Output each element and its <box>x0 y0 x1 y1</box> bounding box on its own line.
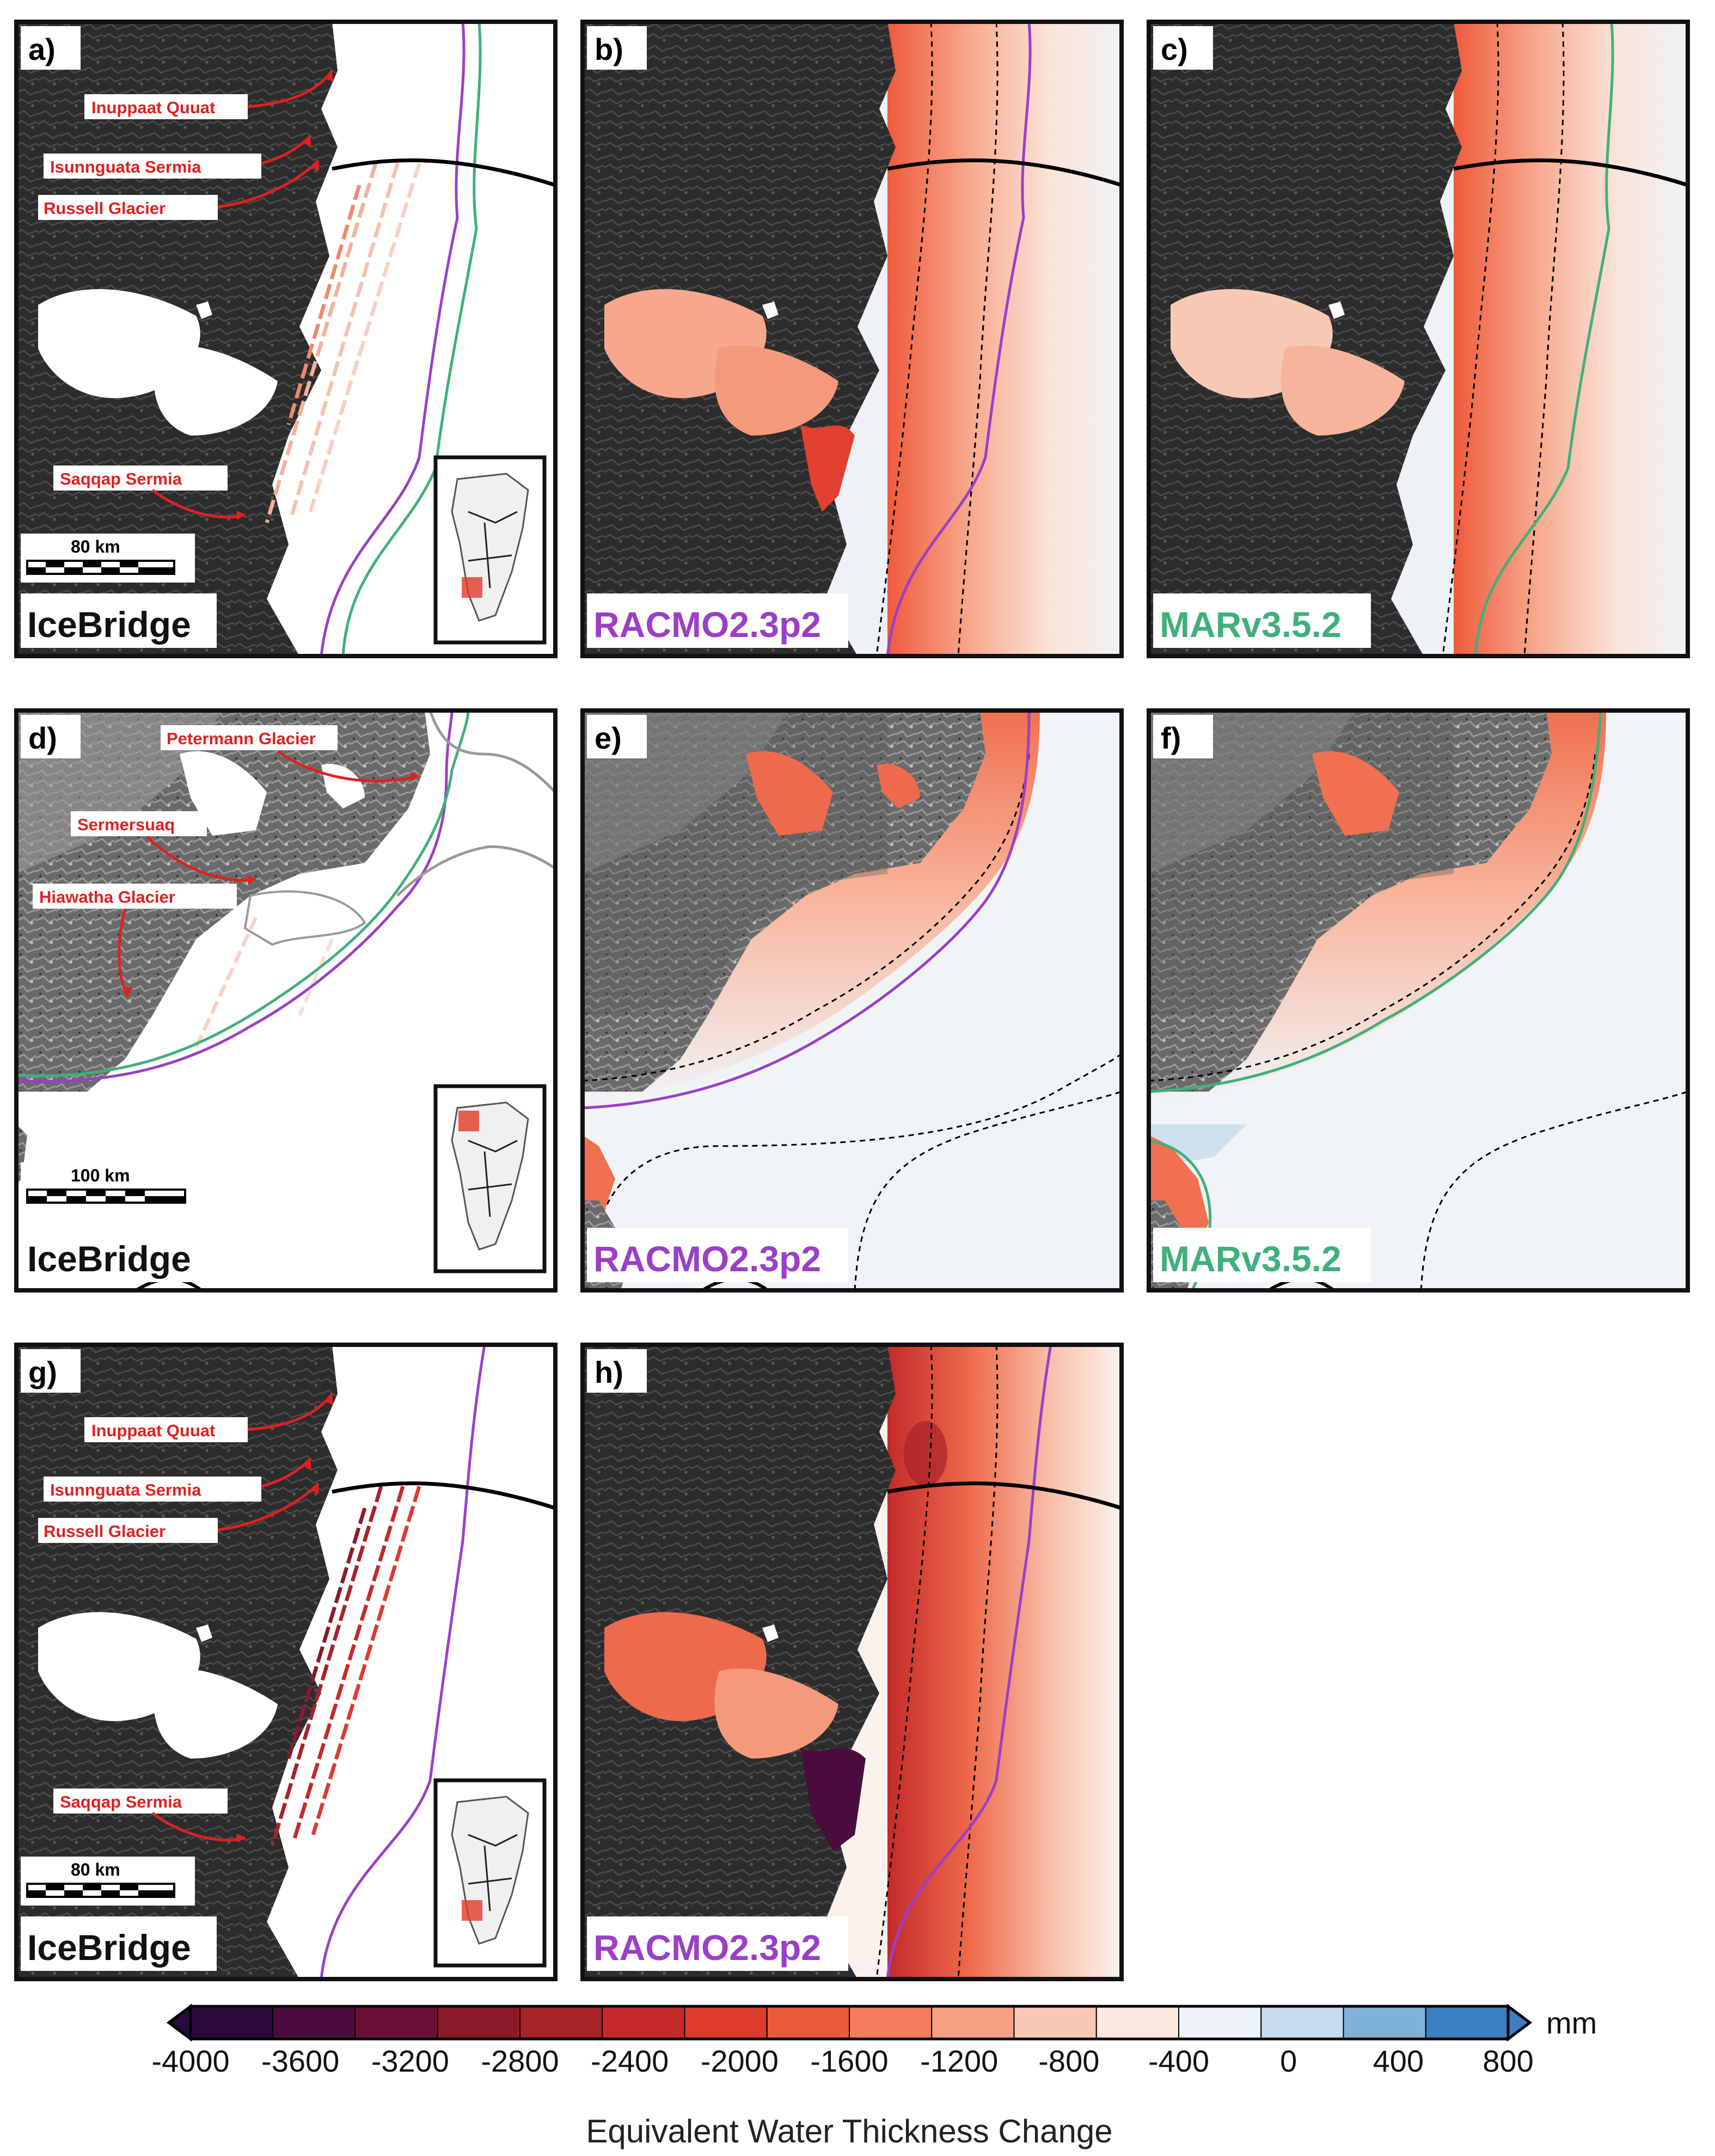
flight-lines-a <box>265 162 421 524</box>
panel-c: c) MARv3.5.2 <box>1147 20 1690 658</box>
svg-text:100 km: 100 km <box>71 1166 130 1185</box>
svg-text:Saqqap Sermia: Saqqap Sermia <box>60 1792 182 1811</box>
colorbar-cell <box>602 2006 685 2039</box>
colorbar-cell <box>190 2006 274 2039</box>
colorbar-tick-label: -800 <box>1038 2044 1099 2078</box>
panel-label-g: g) <box>28 1355 57 1389</box>
label-sermersuaq: Sermersuaq <box>77 815 175 834</box>
panel-label-d: d) <box>28 721 57 755</box>
label-petermann-glacier: Petermann Glacier <box>167 729 316 748</box>
colorbar-min-extend <box>166 2004 192 2042</box>
scale-bar-d: 100 km <box>21 1162 206 1211</box>
panel-h: h) RACMO2.3p2 <box>580 1343 1124 1981</box>
colorbar-cell <box>1343 2006 1426 2039</box>
scale-bar-a: 80 km <box>21 534 195 583</box>
svg-text:Isunnguata Sermia: Isunnguata Sermia <box>50 1480 201 1499</box>
panel-g: g) Inuppaat Quuat Isunnguata Sermia Russ… <box>14 1343 558 1981</box>
source-label-a: IceBridge <box>27 604 191 645</box>
colorbar-tick-label: 800 <box>1483 2044 1533 2078</box>
colorbar-cell <box>272 2006 356 2039</box>
colorbar-tick-label: 400 <box>1373 2044 1424 2078</box>
colorbar-cell <box>684 2006 768 2039</box>
label-hiawatha-glacier: Hiawatha Glacier <box>39 887 175 906</box>
colorbar-ticks: -4000 -3600 -3200 -2800 -2400 -2000 -1600 -1200… <box>151 2044 1533 2078</box>
colorbar: -4000 -3600 -3200 -2800 -2400 -2000 -1600 -1200… <box>151 2004 1597 2149</box>
svg-text:Inuppaat Quuat: Inuppaat Quuat <box>91 1421 215 1440</box>
colorbar-tick-label: -3600 <box>261 2044 339 2078</box>
label-isunnguata-sermia: Isunnguata Sermia <box>50 157 201 176</box>
svg-text:80 km: 80 km <box>71 537 120 556</box>
annotations-d: Petermann Glacier Sermersuaq Hiawatha Gl… <box>33 725 420 997</box>
annotations-a: Inuppaat Quuat Isunnguata Sermia Russell… <box>38 70 333 520</box>
source-label-h: RACMO2.3p2 <box>593 1927 821 1968</box>
panel-label-h: h) <box>595 1355 623 1389</box>
colorbar-tick-label: -400 <box>1148 2044 1209 2078</box>
source-label-c: MARv3.5.2 <box>1160 604 1342 645</box>
panel-f: f) MARv3.5.2 <box>1147 708 1690 1293</box>
colorbar-tick-label: -1200 <box>920 2044 998 2078</box>
colorbar-cells <box>189 2005 1510 2041</box>
colorbar-unit: mm <box>1546 2006 1597 2040</box>
svg-text:Russell Glacier: Russell Glacier <box>44 1522 166 1541</box>
panel-b: b) RACMO2.3p2 <box>580 20 1124 658</box>
colorbar-tick-label: -1600 <box>810 2044 888 2078</box>
flight-lines-g <box>270 1485 421 1847</box>
scale-bar-g: 80 km <box>21 1857 195 1906</box>
label-russell-glacier: Russell Glacier <box>44 199 166 218</box>
colorbar-cell <box>1178 2006 1262 2039</box>
colorbar-cell <box>766 2006 850 2039</box>
inset-map-a <box>433 455 547 645</box>
label-saqqap-sermia: Saqqap Sermia <box>60 469 182 488</box>
source-label-f: MARv3.5.2 <box>1160 1239 1342 1279</box>
source-label-e: RACMO2.3p2 <box>593 1239 821 1279</box>
inset-map-d <box>433 1084 547 1273</box>
colorbar-tick-label: -2400 <box>591 2044 669 2078</box>
colorbar-cell <box>1425 2006 1509 2039</box>
colorbar-tick-label: -2000 <box>701 2044 779 2078</box>
source-label-d: IceBridge <box>27 1239 191 1279</box>
colorbar-cell <box>519 2006 603 2039</box>
source-label-g: IceBridge <box>27 1927 191 1968</box>
panel-label-b: b) <box>595 32 623 66</box>
annotations-g: Inuppaat Quuat Isunnguata Sermia Russell… <box>38 1393 333 1843</box>
colorbar-cell <box>1095 2006 1179 2039</box>
flight-lines-d <box>194 916 334 1049</box>
colorbar-cell <box>931 2006 1015 2039</box>
colorbar-cell <box>354 2006 438 2039</box>
colorbar-cell <box>849 2006 933 2039</box>
source-label-b: RACMO2.3p2 <box>593 604 821 645</box>
colorbar-tick-label: -4000 <box>151 2044 229 2078</box>
label-inuppaat-quuat: Inuppaat Quuat <box>91 98 215 117</box>
panel-d: d) Petermann Glacier Sermersuaq Hiawatha… <box>14 708 558 1293</box>
colorbar-cell <box>1013 2006 1097 2039</box>
panel-a: a) Inuppaat Quuat Isunnguata Sermia Russ… <box>14 20 558 658</box>
colorbar-tick-label: -2800 <box>481 2044 559 2078</box>
svg-text:80 km: 80 km <box>71 1860 120 1879</box>
inset-map-g <box>433 1778 547 1968</box>
colorbar-max-extend <box>1506 2004 1533 2042</box>
colorbar-title: Equivalent Water Thickness Change <box>586 2113 1112 2149</box>
colorbar-tick-label: -3200 <box>371 2044 449 2078</box>
panel-label-a: a) <box>28 32 56 66</box>
colorbar-cell <box>1260 2006 1344 2039</box>
colorbar-tick-label: 0 <box>1280 2044 1297 2078</box>
panel-label-c: c) <box>1161 32 1188 66</box>
colorbar-cell <box>437 2006 520 2039</box>
panel-label-f: f) <box>1161 721 1181 755</box>
panel-e: e) RACMO2.3p2 <box>580 708 1124 1293</box>
panel-label-e: e) <box>595 721 622 755</box>
